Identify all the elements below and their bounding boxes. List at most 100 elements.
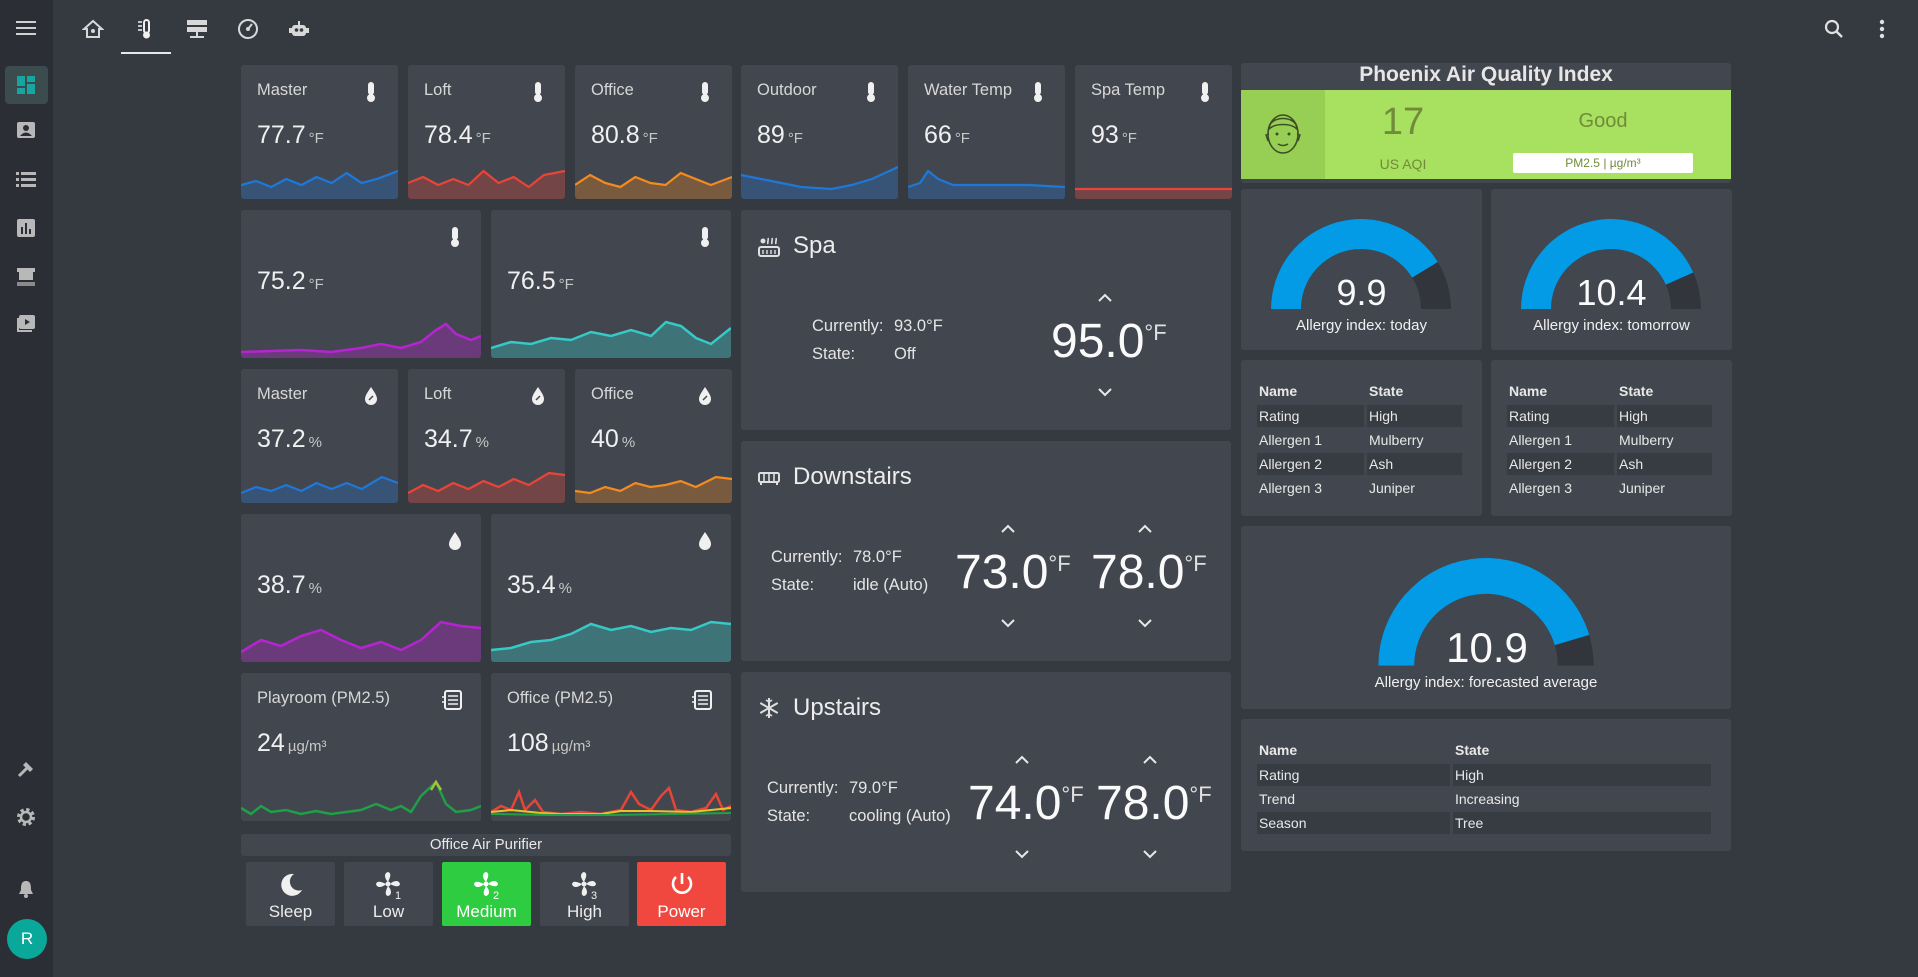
aqi-face-panel xyxy=(1241,90,1325,179)
hacs-store-icon[interactable] xyxy=(14,264,38,288)
table-header: Name State xyxy=(1259,383,1404,399)
pm25-card-office[interactable]: Office (PM2.5) 108 µg/m³ xyxy=(491,673,731,821)
face-icon xyxy=(1265,114,1301,154)
list-icon[interactable] xyxy=(14,168,38,192)
aqi-status: Good xyxy=(1578,110,1628,132)
sensor-name: Office (PM2.5) xyxy=(507,689,614,707)
sensor-name: Master xyxy=(257,81,308,99)
low-button[interactable]: 1 Low xyxy=(344,862,433,926)
thermometer-icon xyxy=(367,82,375,102)
table-row: Allergen 3 Juniper xyxy=(1259,480,1415,496)
aqi-title: Phoenix Air Quality Index xyxy=(1359,63,1613,86)
sensor-card-temp-big-2[interactable]: 76.5 °F xyxy=(491,210,731,358)
sleep-button[interactable]: Sleep xyxy=(246,862,335,926)
sensor-name: Outdoor xyxy=(757,81,817,99)
water-drop-icon xyxy=(699,387,711,405)
table-header: Name State xyxy=(1509,383,1654,399)
sensor-value: 35.4% xyxy=(507,571,573,599)
user-avatar[interactable]: R xyxy=(7,919,47,959)
high-chevron-up-icon[interactable] xyxy=(1141,754,1159,766)
thermostat-spa: Spa Currently: 93.0°F State: Off 95.0°F xyxy=(741,210,1231,430)
hot-tub-icon xyxy=(758,237,780,257)
thermometer-icon xyxy=(1034,82,1042,102)
sensor-value: 89 °F xyxy=(757,121,803,149)
sparkline xyxy=(575,171,732,199)
thermostat-title: Upstairs xyxy=(793,694,882,721)
pm25-card-playroom[interactable]: Playroom (PM2.5) 24 µg/m³ xyxy=(241,673,481,821)
high-chevron-down-icon[interactable] xyxy=(1141,848,1159,860)
gauge-label: Allergy index: tomorrow xyxy=(1533,317,1690,334)
air-filter-icon xyxy=(692,690,712,710)
aqi-pollutant-badge: PM2.5 | µg/m³ xyxy=(1513,153,1693,173)
fan-1-icon: 1 xyxy=(376,872,401,900)
sensor-card-temp[interactable]: Outdoor 89 °F xyxy=(741,65,898,199)
sensor-card-hum-big-1[interactable]: 38.7% xyxy=(241,514,481,662)
snowflake-icon xyxy=(759,698,779,718)
low-chevron-down-icon[interactable] xyxy=(1013,848,1031,860)
robot-tab-icon[interactable] xyxy=(286,16,312,42)
low-chevron-down-icon[interactable] xyxy=(999,617,1017,629)
sensor-name: Office xyxy=(591,81,634,99)
menu-icon[interactable] xyxy=(14,16,38,40)
sensor-card-temp-big-1[interactable]: 75.2 °F xyxy=(241,210,481,358)
sparkline xyxy=(491,320,731,358)
table-row: Allergen 2 Ash xyxy=(1257,453,1467,475)
sparkline xyxy=(908,169,1065,199)
thermometer-icon xyxy=(451,227,459,247)
table-row: Season Tree xyxy=(1257,812,1715,834)
power-button[interactable]: Power xyxy=(637,862,726,926)
search-icon[interactable] xyxy=(1821,16,1847,42)
sensor-card-humidity[interactable]: Master 37.2% xyxy=(241,369,398,503)
sensor-card-humidity[interactable]: Loft 34.7% xyxy=(408,369,565,503)
medium-button[interactable]: 2 Medium xyxy=(442,862,531,926)
sensor-card-temp[interactable]: Office 80.8 °F xyxy=(575,65,732,199)
thermostat-title: Spa xyxy=(793,232,836,259)
notifications-bell-icon[interactable] xyxy=(14,877,38,901)
thermometer-tab-icon[interactable] xyxy=(133,16,159,42)
sensor-card-humidity[interactable]: Office 40% xyxy=(575,369,732,503)
sensor-card-temp[interactable]: Master 77.7 °F xyxy=(241,65,398,199)
sensor-name: Water Temp xyxy=(924,81,1013,99)
account-box-icon[interactable] xyxy=(14,119,38,143)
sensor-card-temp[interactable]: Spa Temp 93 °F xyxy=(1075,65,1232,199)
sparkline xyxy=(408,169,565,199)
sensor-card-temp[interactable]: Water Temp 66 °F xyxy=(908,65,1065,199)
table-row: Trend Increasing xyxy=(1259,791,1520,807)
server-tab-icon[interactable] xyxy=(184,16,210,42)
thermometer-icon xyxy=(534,82,542,102)
more-vertical-icon[interactable] xyxy=(1869,16,1895,42)
sparkline xyxy=(408,471,565,503)
sensor-value: 78.4 °F xyxy=(424,121,491,149)
low-chevron-up-icon[interactable] xyxy=(1013,754,1031,766)
hammer-icon[interactable] xyxy=(14,757,38,781)
fan-3-icon: 3 xyxy=(572,872,597,900)
sensor-card-temp[interactable]: Loft 78.4 °F xyxy=(408,65,565,199)
dashboard-icon[interactable] xyxy=(14,73,38,97)
home-tab-icon[interactable] xyxy=(80,16,106,42)
table-header: Name State xyxy=(1259,742,1490,758)
gauge-value: 10.4 xyxy=(1576,272,1647,313)
high-button[interactable]: 3 High xyxy=(540,862,629,926)
target-temp: 95.0°F xyxy=(1051,315,1167,368)
radiator-icon xyxy=(758,472,780,485)
chevron-down-icon[interactable] xyxy=(1096,386,1114,398)
sensor-value: 108 µg/m³ xyxy=(507,729,591,757)
sensor-value: 24 µg/m³ xyxy=(257,729,327,757)
thermometer-icon xyxy=(867,82,875,102)
sensor-value: 34.7% xyxy=(424,425,490,453)
high-chevron-down-icon[interactable] xyxy=(1136,617,1154,629)
sensor-card-hum-big-2[interactable]: 35.4% xyxy=(491,514,731,662)
sidebar: R xyxy=(0,0,53,977)
low-chevron-up-icon[interactable] xyxy=(999,523,1017,535)
table-row: Rating High xyxy=(1257,405,1467,427)
chart-icon[interactable] xyxy=(14,216,38,240)
sparkline xyxy=(241,169,398,199)
speedometer-tab-icon[interactable] xyxy=(235,16,261,42)
settings-gear-icon[interactable] xyxy=(14,805,38,829)
high-chevron-up-icon[interactable] xyxy=(1136,523,1154,535)
hvac-state: idle (Auto) xyxy=(853,576,929,594)
table-row: Allergen 3 Juniper xyxy=(1509,480,1665,496)
chevron-up-icon[interactable] xyxy=(1096,292,1114,304)
media-icon[interactable] xyxy=(14,312,38,336)
hvac-state: cooling (Auto) xyxy=(849,807,951,825)
